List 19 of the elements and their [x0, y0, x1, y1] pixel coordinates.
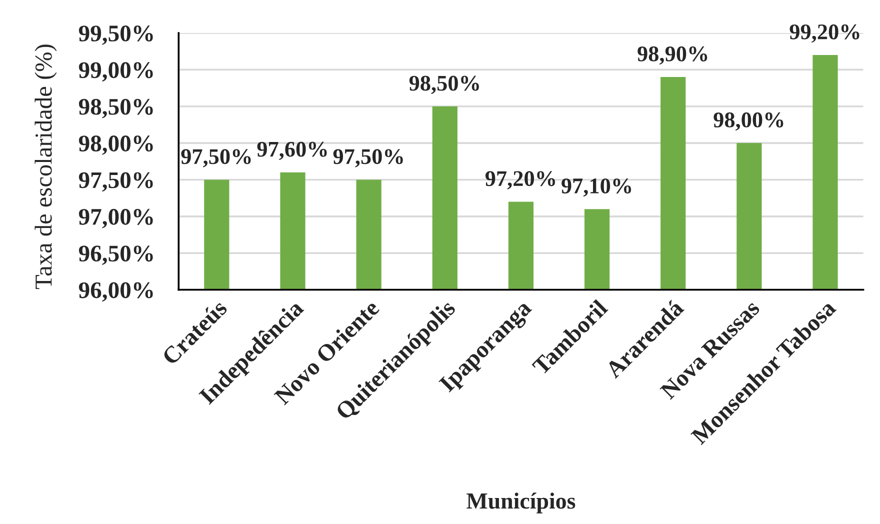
y-tick-label: 98,50%	[78, 98, 153, 118]
y-tick-label: 96,50%	[78, 246, 153, 265]
y-tick-label: 99,50%	[78, 26, 153, 45]
data-label: 98,90%	[638, 46, 708, 65]
y-tick-label: 96,00%	[78, 282, 153, 302]
y-tick-label: 98,00%	[78, 136, 153, 155]
x-axis-title: Municípios	[466, 492, 576, 514]
data-label: 97,60%	[257, 142, 327, 160]
data-label: 97,50%	[181, 149, 251, 168]
data-label: 97,20%	[485, 171, 555, 190]
data-label: 97,50%	[333, 149, 403, 168]
data-label: 98,00%	[714, 112, 784, 131]
y-tick-label: 97,00%	[78, 208, 153, 228]
y-axis-title: Taxa de escolaridade (%)	[34, 44, 57, 290]
data-label: 97,10%	[562, 178, 632, 197]
y-tick-label: 97,50%	[78, 172, 153, 192]
data-label: 98,50%	[409, 76, 479, 94]
y-tick-label: 99,00%	[78, 62, 153, 82]
data-label: 99,20%	[790, 24, 860, 43]
